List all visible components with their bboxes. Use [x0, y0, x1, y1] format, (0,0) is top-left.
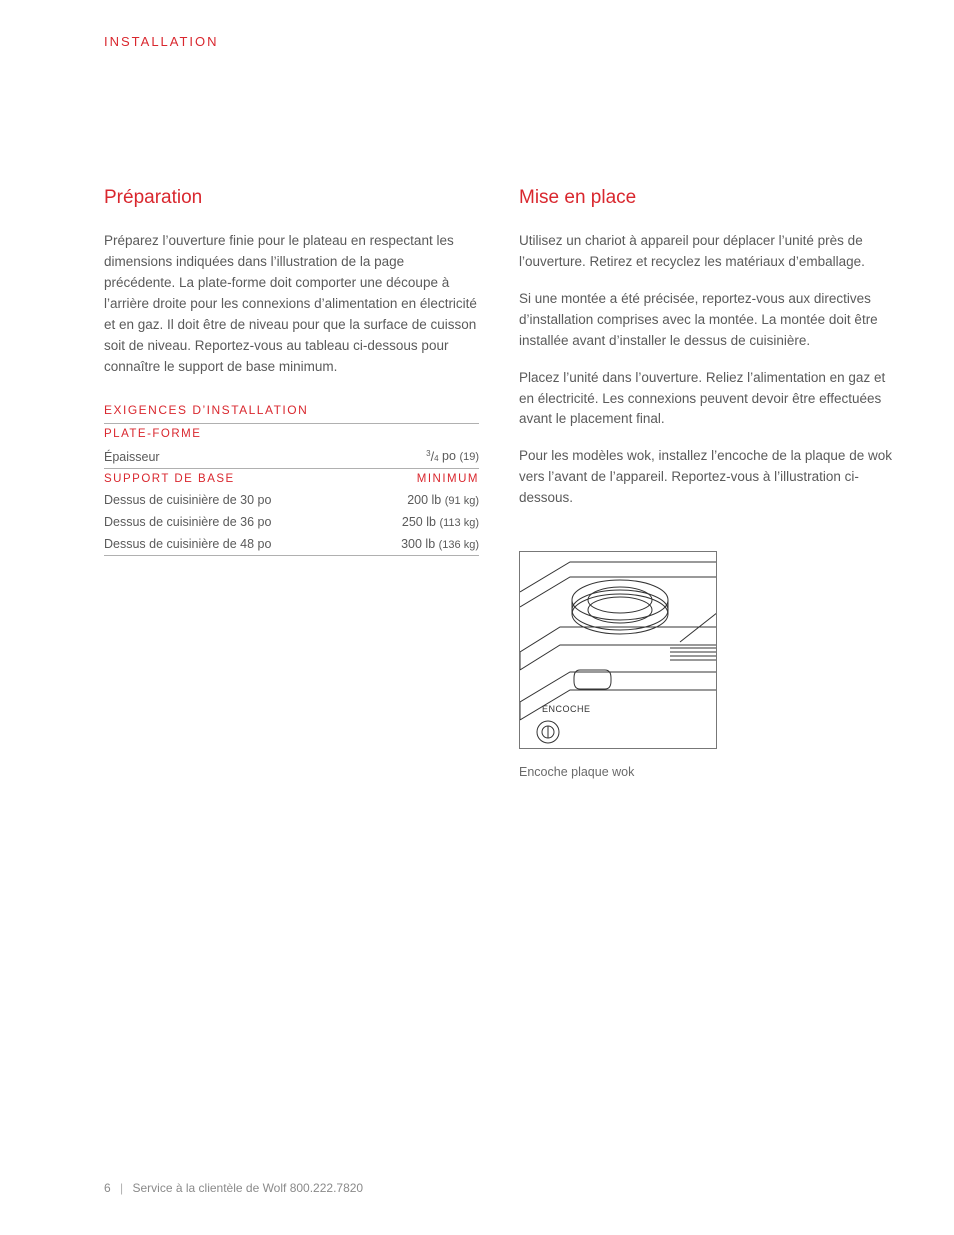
row-30-label: Dessus de cuisinière de 30 po [104, 489, 360, 511]
placement-p2: Si une montée a été précisée, reportez-v… [519, 289, 894, 352]
installation-requirements-table: EXIGENCES D’INSTALLATION PLATE-FORME Épa… [104, 403, 479, 555]
footer-text: Service à la clientèle de Wolf 800.222.7… [133, 1181, 364, 1195]
figure-inset-label: ENCOCHE [542, 704, 591, 714]
row-paren: (136 kg) [439, 539, 479, 551]
row-48-label: Dessus de cuisinière de 48 po [104, 533, 360, 556]
row-30-value: 200 lb (91 kg) [360, 489, 479, 511]
preparation-heading: Préparation [104, 187, 479, 209]
placement-p4: Pour les modèles wok, installez l’encoch… [519, 446, 894, 509]
requirements-table: PLATE-FORME Épaisseur 3/4 po (19) SUPPOR… [104, 424, 479, 555]
page: INSTALLATION Préparation Préparez l’ouve… [0, 0, 954, 1235]
row-36-value: 250 lb (113 kg) [360, 511, 479, 533]
page-number: 6 [104, 1181, 111, 1195]
placement-p1: Utilisez un chariot à appareil pour dépl… [519, 231, 894, 273]
left-column: Préparation Préparez l’ouverture finie p… [104, 187, 479, 779]
placement-heading: Mise en place [519, 187, 894, 209]
row-value: 300 lb [401, 537, 435, 551]
fraction-paren: (19) [459, 452, 479, 464]
footer-separator: | [120, 1181, 123, 1195]
placement-p3: Placez l’unité dans l’ouverture. Reliez … [519, 368, 894, 431]
right-column: Mise en place Utilisez un chariot à appa… [519, 187, 894, 779]
group2-header-right: MINIMUM [360, 468, 479, 489]
row-value: 250 lb [402, 515, 436, 529]
row-value: 200 lb [407, 493, 441, 507]
fraction-denom: 4 [434, 454, 438, 463]
thickness-label: Épaisseur [104, 444, 360, 468]
figure-caption: Encoche plaque wok [519, 765, 894, 779]
wok-figure: ENCOCHE [519, 551, 717, 749]
thickness-value: 3/4 po (19) [360, 444, 479, 468]
table-title: EXIGENCES D’INSTALLATION [104, 403, 479, 424]
preparation-paragraph: Préparez l’ouverture finie pour le plate… [104, 231, 479, 377]
fraction-numer: 3 [426, 448, 430, 457]
header-section-label: INSTALLATION [104, 34, 894, 49]
group1-header: PLATE-FORME [104, 424, 360, 444]
fraction-unit: po [442, 450, 456, 464]
row-48-value: 300 lb (136 kg) [360, 533, 479, 556]
group2-header-left: SUPPORT DE BASE [104, 468, 360, 489]
wok-figure-block: ENCOCHE Encoche plaque wok [519, 551, 894, 779]
page-footer: 6 | Service à la clientèle de Wolf 800.2… [104, 1181, 363, 1195]
row-paren: (91 kg) [445, 495, 479, 507]
two-column-layout: Préparation Préparez l’ouverture finie p… [104, 187, 894, 779]
wok-diagram-icon [520, 552, 717, 749]
row-36-label: Dessus de cuisinière de 36 po [104, 511, 360, 533]
row-paren: (113 kg) [439, 517, 479, 529]
